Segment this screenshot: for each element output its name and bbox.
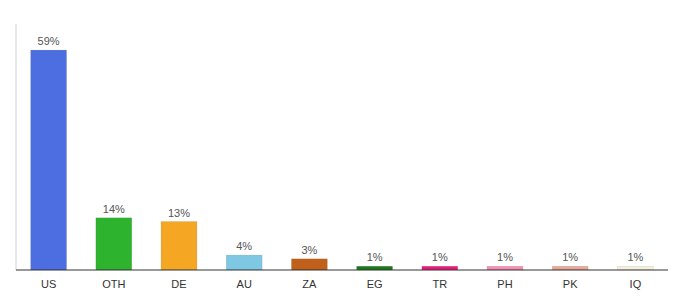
- x-tick-label: PH: [497, 278, 512, 290]
- data-label: 3%: [301, 244, 317, 256]
- x-tick-label: EG: [367, 278, 383, 290]
- x-tick-label: US: [41, 278, 56, 290]
- bar: [552, 266, 588, 270]
- bar: [357, 266, 393, 270]
- x-tick-label: PK: [563, 278, 578, 290]
- x-axis-line: [16, 270, 668, 271]
- bar: [161, 222, 197, 270]
- bar: [31, 50, 67, 270]
- bar: [96, 218, 132, 270]
- bars: [31, 50, 654, 270]
- x-tick-label: ZA: [302, 278, 317, 290]
- bar: [617, 266, 653, 270]
- x-tick-label: DE: [171, 278, 186, 290]
- bar: [422, 266, 458, 270]
- y-axis-line: [16, 24, 17, 270]
- bar: [291, 259, 327, 270]
- data-label: 1%: [367, 251, 383, 263]
- data-label: 1%: [562, 251, 578, 263]
- bar: [226, 255, 262, 270]
- data-label: 4%: [236, 240, 252, 252]
- data-label: 1%: [627, 251, 643, 263]
- data-label: 1%: [497, 251, 513, 263]
- data-label: 1%: [432, 251, 448, 263]
- data-label: 13%: [168, 207, 190, 219]
- x-tick-label: AU: [237, 278, 252, 290]
- data-label: 14%: [103, 203, 125, 215]
- bar: [487, 266, 523, 270]
- data-label: 59%: [38, 35, 60, 47]
- x-tick-label: OTH: [102, 278, 125, 290]
- x-tick-label: IQ: [630, 278, 642, 290]
- x-tick-label: TR: [432, 278, 447, 290]
- chart-container: 59% 14% 13% 4% 3% 1% 1% 1% 1% 1% US OTH DE AU ZA EG TR PH…: [0, 0, 680, 300]
- chart: 59% 14% 13% 4% 3% 1% 1% 1% 1% 1% US OTH DE AU ZA EG TR PH…: [0, 0, 680, 300]
